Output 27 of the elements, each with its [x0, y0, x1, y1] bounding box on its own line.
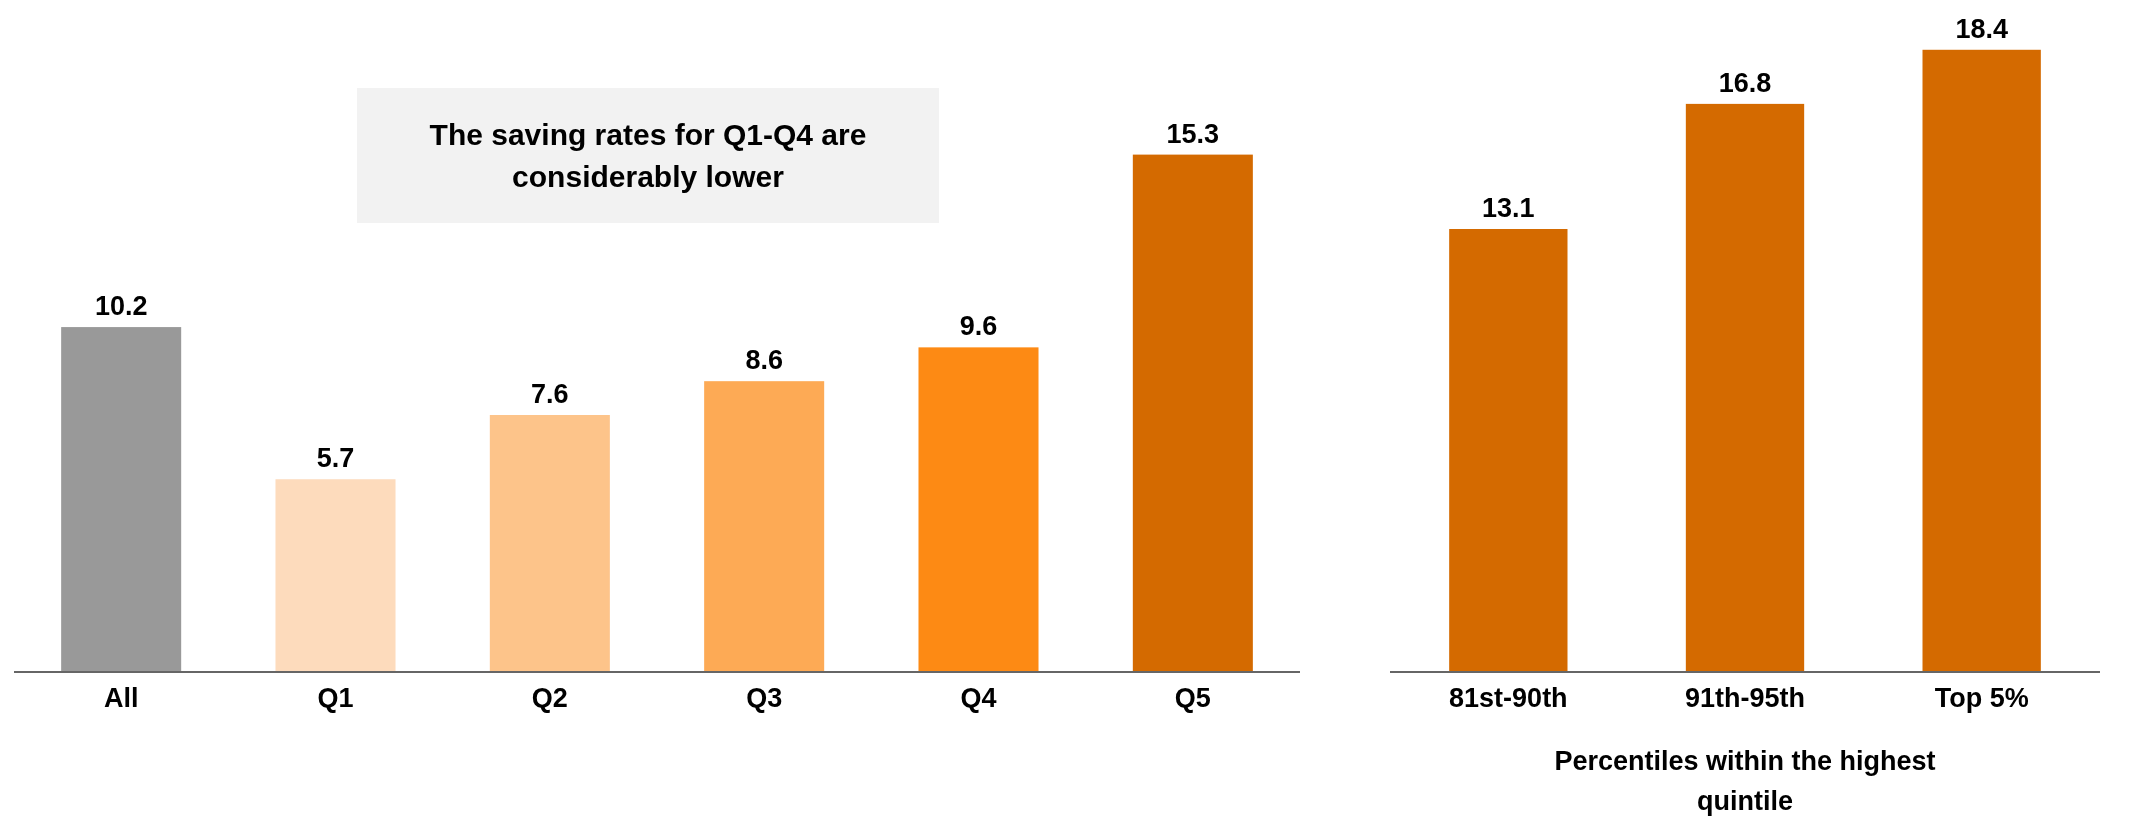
- x-axis-title: Percentiles within the highest quintile: [1554, 746, 1936, 816]
- data-label: 10.2: [94, 291, 148, 322]
- data-label: 16.8: [1718, 67, 1772, 98]
- data-label: 7.6: [531, 379, 569, 409]
- x-tick-label: Q1: [317, 683, 354, 714]
- bar: [1132, 154, 1253, 672]
- bar: [275, 479, 396, 672]
- annotation: The saving rates for Q1-Q4 are considerably lower: [429, 118, 867, 193]
- data-label: 15.3: [1166, 118, 1220, 149]
- bar: [489, 415, 610, 672]
- x-tick-label: Q3: [746, 683, 783, 714]
- note-box: The saving rates for Q1-Q4 are considerably lower: [357, 88, 939, 223]
- bar: [61, 327, 182, 672]
- data-label: 9.6: [959, 311, 998, 342]
- data-label: 5.7: [316, 443, 355, 474]
- bar: [918, 347, 1039, 672]
- bar: [704, 381, 825, 672]
- x-tick-label: Top 5%: [1934, 683, 2029, 714]
- x-tick-label: Q5: [1174, 683, 1211, 714]
- x-tick-label: Q4: [960, 683, 997, 714]
- x-tick-label: All: [103, 683, 139, 714]
- data-label: 18.4: [1955, 13, 2008, 44]
- x-tick-label: Q2: [531, 683, 568, 714]
- data-label: 8.6: [745, 345, 783, 376]
- x-tick-label: 81st-90th: [1449, 683, 1568, 714]
- x-tick-label: 91th-95th: [1684, 683, 1806, 714]
- data-label: 13.1: [1482, 193, 1535, 223]
